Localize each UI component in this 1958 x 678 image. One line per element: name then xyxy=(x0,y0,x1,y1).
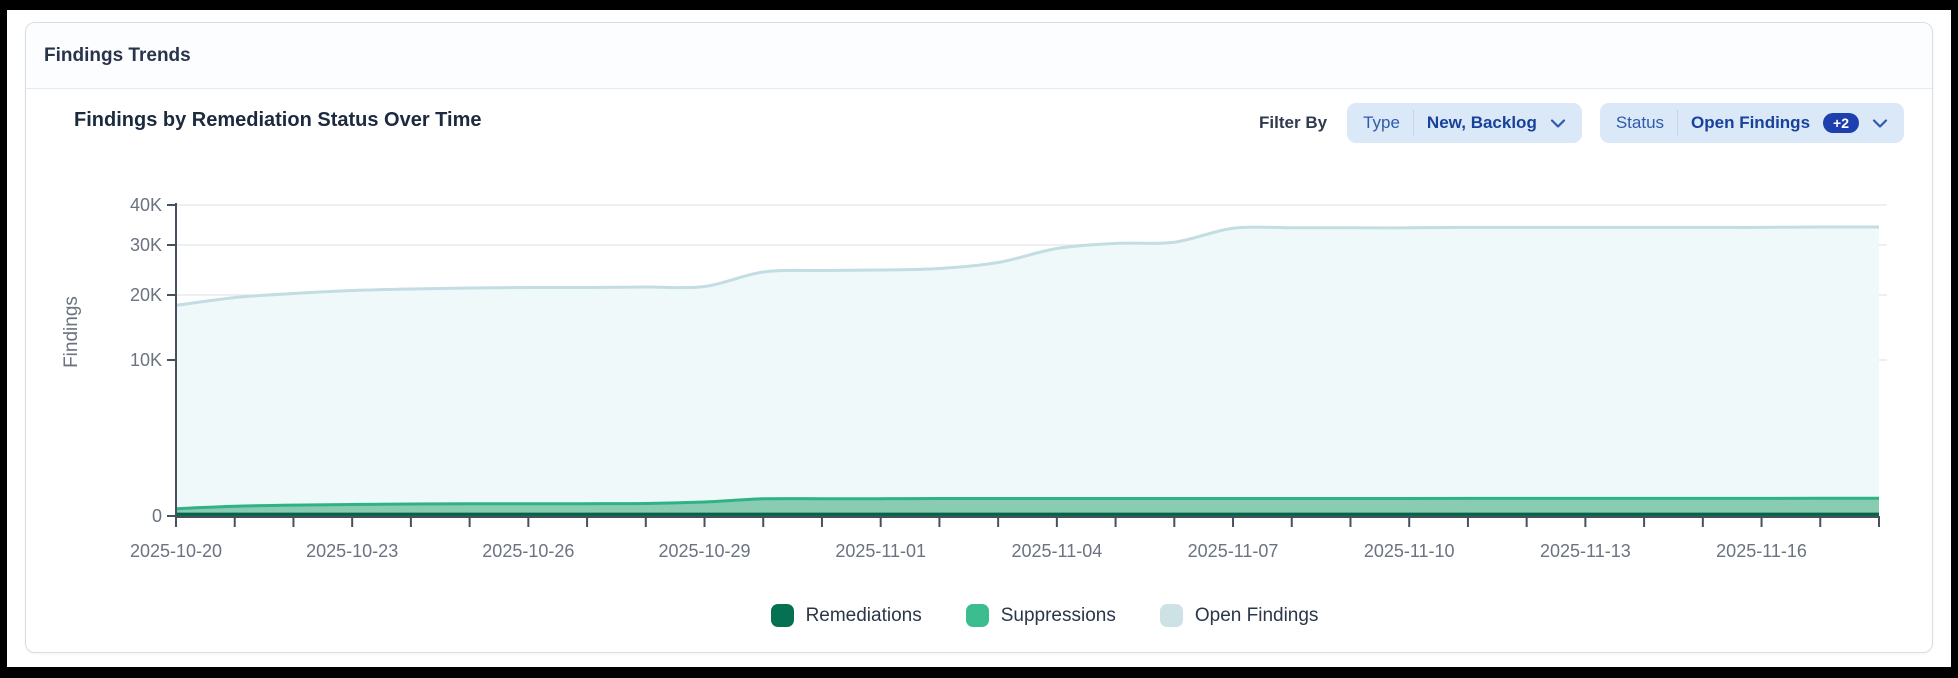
legend-item-remediations[interactable]: Remediations xyxy=(771,604,922,627)
legend-item-open-findings[interactable]: Open Findings xyxy=(1160,604,1319,627)
series-area-open-findings xyxy=(176,227,1879,516)
y-tick-label: 0 xyxy=(152,506,162,526)
legend-swatch xyxy=(966,604,989,627)
x-tick-label: 2025-11-16 xyxy=(1716,541,1807,561)
x-tick-label: 2025-10-26 xyxy=(482,541,574,561)
y-tick-label: 30K xyxy=(130,235,162,255)
findings-trends-screen: Findings Trends Findings by Remediation … xyxy=(0,0,1958,678)
y-tick-label: 10K xyxy=(130,350,162,370)
x-tick-label: 2025-10-20 xyxy=(130,541,222,561)
y-tick-label: 20K xyxy=(130,285,162,305)
x-tick-label: 2025-10-23 xyxy=(306,541,398,561)
x-tick-label: 2025-11-01 xyxy=(835,541,926,561)
y-tick-label: 40K xyxy=(130,195,162,215)
x-tick-label: 2025-11-04 xyxy=(1011,541,1102,561)
legend-label: Remediations xyxy=(806,605,922,627)
x-tick-label: 2025-11-10 xyxy=(1364,541,1455,561)
legend-swatch xyxy=(1160,604,1183,627)
x-tick-label: 2025-11-07 xyxy=(1188,541,1279,561)
x-tick-label: 2025-11-13 xyxy=(1540,541,1631,561)
legend-swatch xyxy=(771,604,794,627)
legend-item-suppressions[interactable]: Suppressions xyxy=(966,604,1116,627)
legend-label: Open Findings xyxy=(1195,605,1319,627)
y-axis-title: Findings xyxy=(61,296,82,368)
findings-trends-area-chart[interactable]: 0 10K 20K 30K 40K 2025-10-20 2025-10-23 2025-10… xyxy=(26,23,1958,678)
legend-label: Suppressions xyxy=(1001,605,1116,627)
x-tick-label: 2025-10-29 xyxy=(658,541,750,561)
chart-legend: Remediations Suppressions Open Findings xyxy=(193,604,1896,627)
findings-trends-panel: Findings Trends Findings by Remediation … xyxy=(25,22,1933,653)
